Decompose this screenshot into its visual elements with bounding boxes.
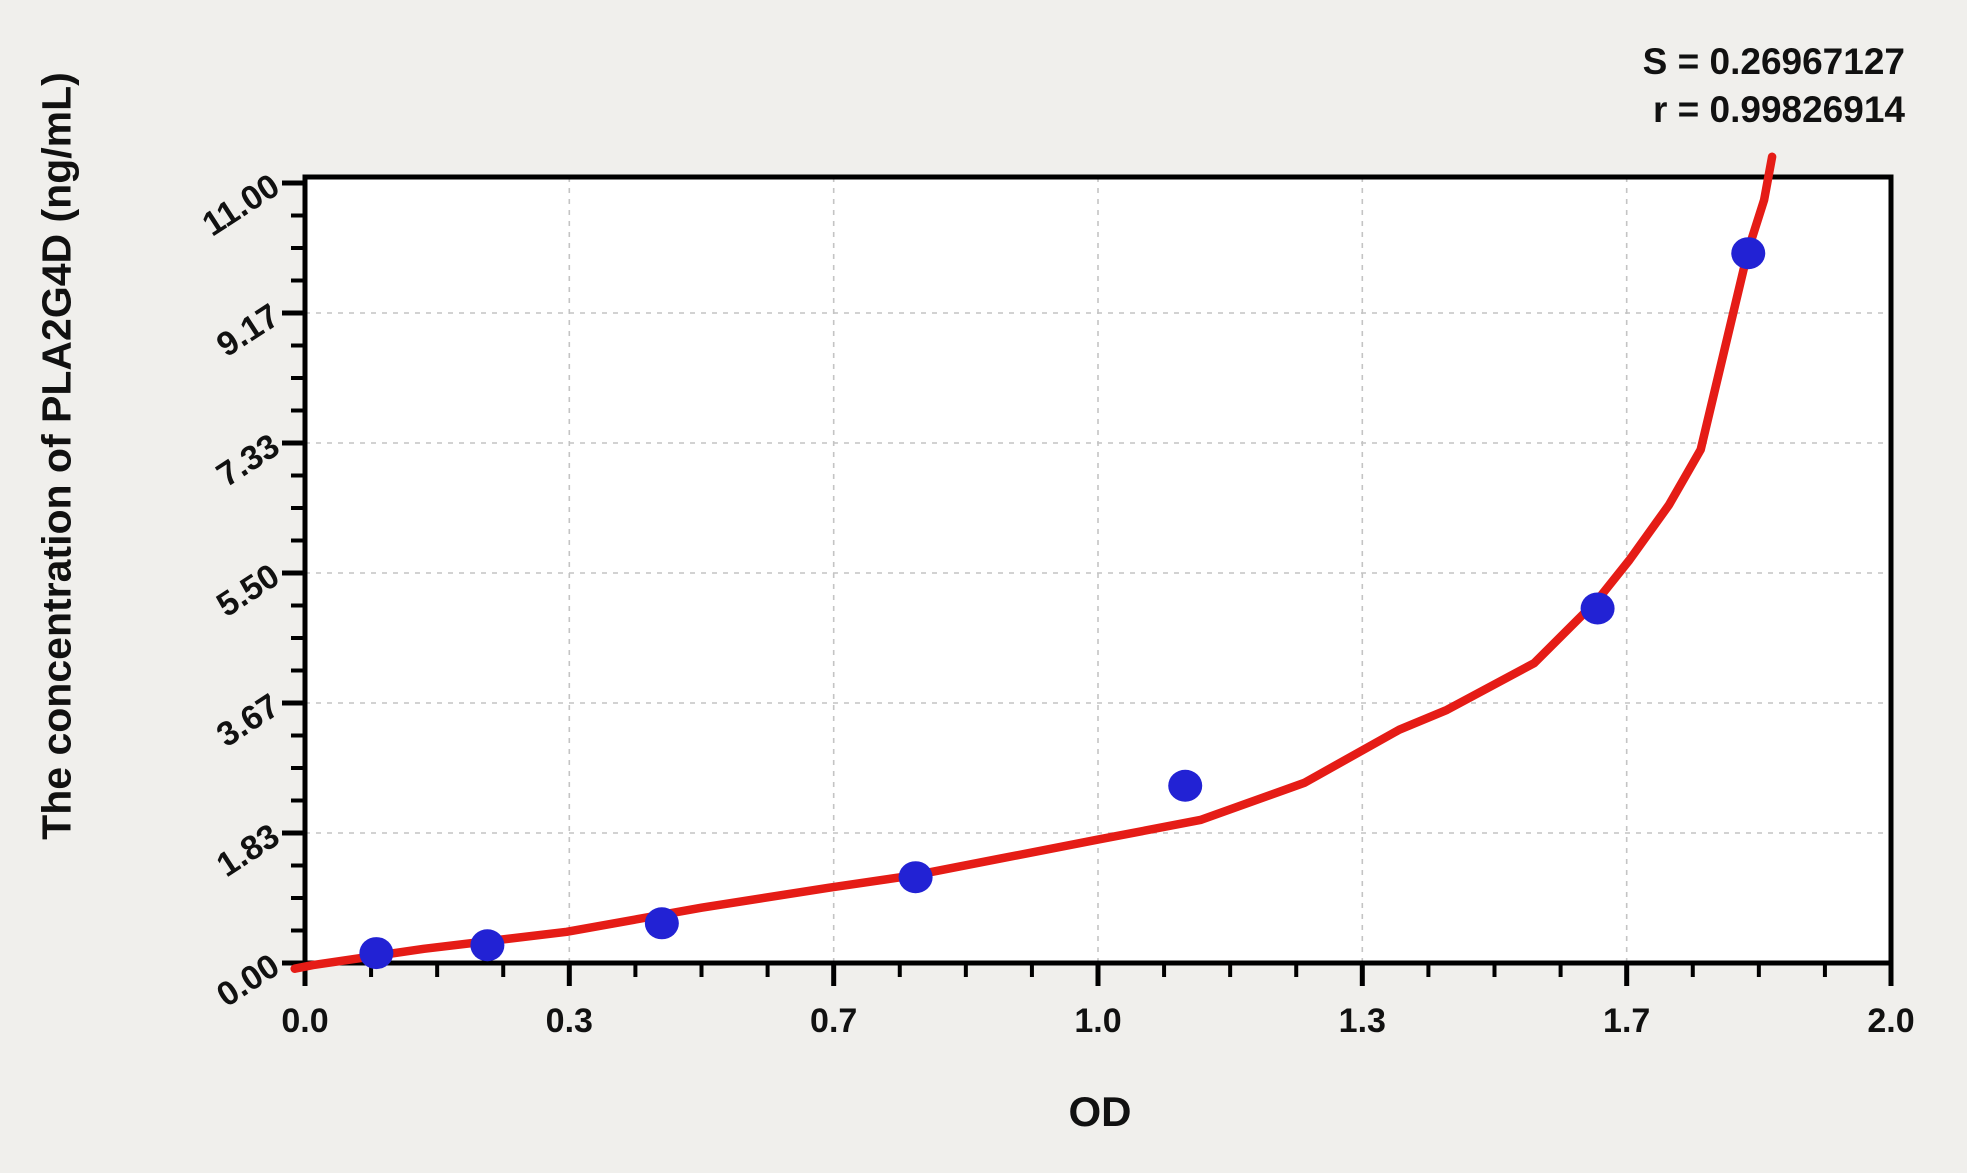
data-point <box>470 929 505 962</box>
x-tick-label: 0.3 <box>545 1002 593 1040</box>
data-point <box>1580 592 1615 625</box>
data-point <box>359 937 394 970</box>
x-tick-label: 0.7 <box>810 1002 858 1040</box>
stat-s-value: S = 0.26967127 <box>1642 41 1905 82</box>
x-axis-title: OD <box>1068 1088 1132 1135</box>
x-tick-label: 1.7 <box>1603 1002 1651 1040</box>
x-tick-label: 2.0 <box>1867 1002 1915 1040</box>
plot-border <box>302 174 1894 966</box>
data-points <box>359 237 1766 970</box>
x-tick-label: 1.3 <box>1338 1002 1386 1040</box>
data-point <box>898 861 933 894</box>
x-axis-ticks <box>302 963 1894 986</box>
fit-statistics: S = 0.26967127 r = 0.99826914 <box>1643 38 1905 134</box>
x-tick-label: 0.0 <box>281 1002 329 1040</box>
data-point <box>644 907 679 940</box>
y-axis-ticks <box>282 180 305 966</box>
plot-background <box>305 177 1891 963</box>
y-gridlines <box>305 312 1891 834</box>
fit-curve <box>290 152 1777 973</box>
data-point <box>1168 769 1203 802</box>
x-tick-label: 1.0 <box>1074 1002 1122 1040</box>
data-point <box>1731 237 1766 270</box>
stat-r-value: r = 0.99826914 <box>1652 89 1905 130</box>
